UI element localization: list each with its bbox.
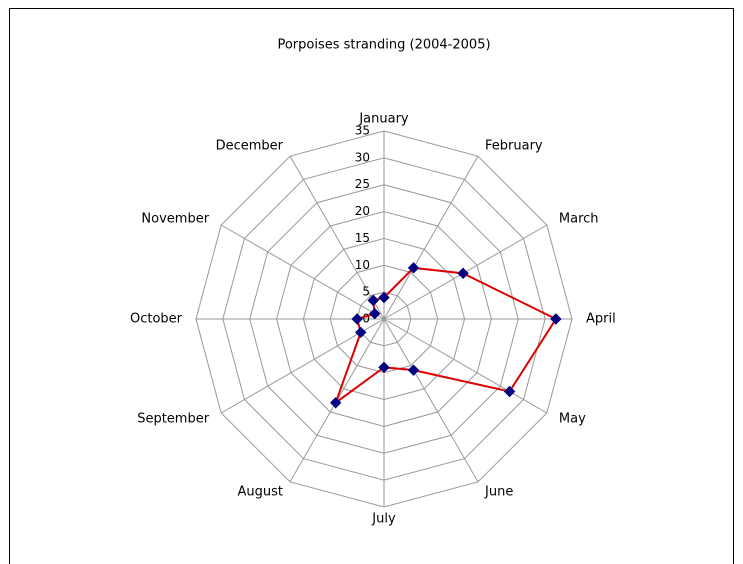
category-label: January xyxy=(358,112,409,127)
tick-label: 15 xyxy=(355,231,370,245)
data-point xyxy=(407,262,420,274)
spoke xyxy=(220,318,385,414)
tick-label: 20 xyxy=(355,204,370,218)
tick-label: 30 xyxy=(355,150,370,164)
category-label: May xyxy=(559,412,586,427)
tick-label: 10 xyxy=(355,258,370,272)
data-point xyxy=(457,267,469,280)
category-label: April xyxy=(586,312,616,327)
category-label: October xyxy=(130,312,183,327)
chart-title: Porpoises stranding (2004-2005) xyxy=(277,38,490,53)
tick-label: 0 xyxy=(362,312,370,326)
category-label: June xyxy=(484,485,513,500)
category-label: February xyxy=(485,138,543,153)
frame xyxy=(9,8,734,564)
data-point xyxy=(550,313,562,325)
spoke xyxy=(220,224,385,320)
data-point xyxy=(407,364,420,376)
data-point xyxy=(368,307,381,320)
category-label: September xyxy=(137,412,210,427)
spoke xyxy=(383,318,479,483)
category-label: December xyxy=(216,138,284,153)
category-label: November xyxy=(141,212,209,227)
data-point xyxy=(355,326,367,339)
tick-label: 35 xyxy=(355,124,370,138)
data-point xyxy=(367,294,379,307)
category-label: March xyxy=(559,212,599,227)
data-point xyxy=(378,361,390,374)
data-point xyxy=(351,313,363,325)
tick-label: 5 xyxy=(362,285,370,299)
data-point xyxy=(329,397,342,409)
spoke xyxy=(289,155,385,320)
data-point xyxy=(378,291,390,304)
spoke xyxy=(383,318,548,414)
category-label: August xyxy=(238,485,284,500)
spoke xyxy=(383,155,479,320)
category-label: July xyxy=(371,512,396,527)
data-point xyxy=(503,385,516,398)
tick-label: 25 xyxy=(355,177,370,191)
